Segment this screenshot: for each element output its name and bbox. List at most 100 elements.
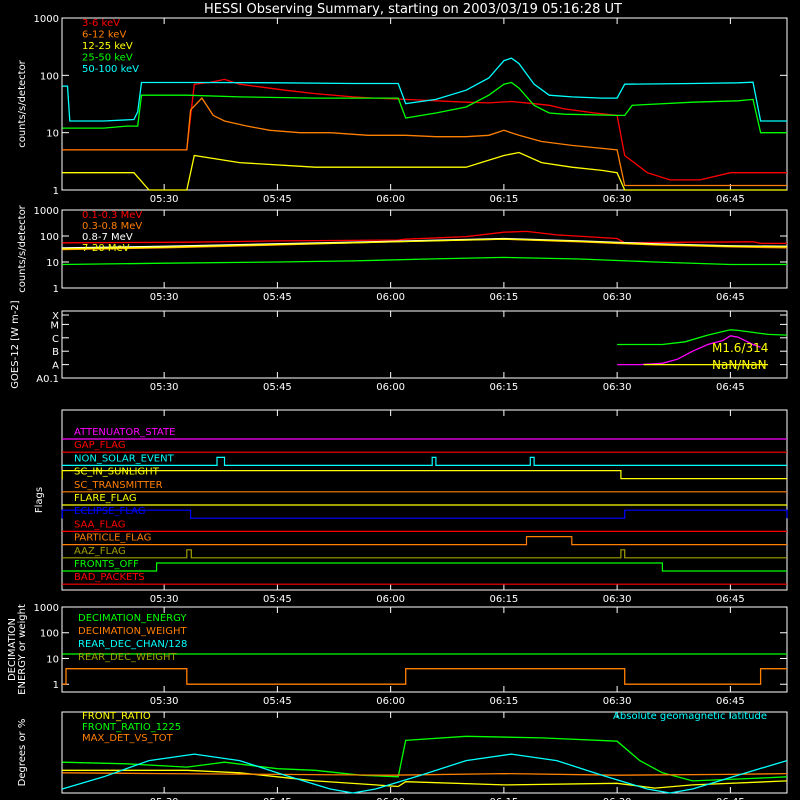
x-tick-label-4-1: 05:45 bbox=[263, 696, 292, 707]
y-axis-label-2: GOES-12 [W m-2] bbox=[10, 300, 21, 388]
x-tick-label-3-5: 06:45 bbox=[716, 594, 745, 605]
y-axis-label-0: counts/s/detector bbox=[17, 59, 28, 147]
x-tick-label-0-2: 06:00 bbox=[376, 194, 405, 205]
series-line-1-0 bbox=[62, 230, 787, 245]
y-axis-label-3: Flags bbox=[34, 487, 45, 513]
x-tick-label-4-0: 05:30 bbox=[150, 696, 179, 707]
x-tick-label-4-3: 06:15 bbox=[489, 696, 518, 707]
series-line-5-1 bbox=[62, 735, 788, 782]
series-line-0-0 bbox=[62, 78, 787, 181]
x-tick-label-4-5: 06:45 bbox=[716, 696, 745, 707]
x-tick-label-1-5: 06:45 bbox=[716, 292, 745, 303]
flag-label-8: PARTICLE_FLAG bbox=[74, 533, 151, 544]
x-tick-label-5-2: 06:00 bbox=[376, 797, 405, 800]
x-tick-label-5-0: 05:30 bbox=[150, 797, 179, 800]
x-tick-label-2-5: 06:45 bbox=[716, 382, 745, 393]
legend-entry-0-1: 6-12 keV bbox=[82, 30, 126, 41]
y-tick-label-1-3: 1000 bbox=[34, 206, 59, 217]
x-tick-label-2-1: 05:45 bbox=[263, 382, 292, 393]
x-tick-label-3-0: 05:30 bbox=[150, 594, 179, 605]
panel-frame-2 bbox=[61, 310, 788, 379]
y-axis-label-4-1: ENERGY or weight bbox=[17, 604, 28, 695]
flag-label-2: NON_SOLAR_EVENT bbox=[74, 453, 175, 464]
series-line-1-4 bbox=[62, 256, 787, 266]
y-tick-label-2-3: C bbox=[52, 334, 59, 345]
x-tick-label-5-4: 06:30 bbox=[603, 797, 632, 800]
x-tick-label-3-4: 06:30 bbox=[603, 594, 632, 605]
legend-entry-0-2: 12-25 keV bbox=[82, 41, 133, 52]
flag-label-11: BAD_PACKETS bbox=[74, 572, 145, 583]
y-tick-label-4-3: 1000 bbox=[34, 603, 59, 614]
y-axis-label-4-0: DECIMATION bbox=[7, 618, 18, 681]
x-tick-label-1-4: 06:30 bbox=[603, 292, 632, 303]
x-tick-label-5-5: 06:45 bbox=[716, 797, 745, 800]
flag-label-5: FLARE_FLAG bbox=[74, 493, 137, 504]
legend-entry-4-2: REAR_DEC_CHAN/128 bbox=[78, 639, 187, 650]
series-line-1-3 bbox=[62, 238, 788, 250]
y-tick-label-1-0: 1 bbox=[53, 284, 59, 295]
flag-line-3 bbox=[61, 470, 787, 480]
geomagnetic-latitude-label: Absolute geomagnetic latitude bbox=[613, 711, 767, 722]
legend-entry-1-2: 0.8-7 MeV bbox=[82, 232, 133, 243]
y-tick-label-2-1: A bbox=[52, 361, 59, 372]
flag-label-7: SAA_FLAG bbox=[74, 519, 125, 530]
panel-frame-5 bbox=[61, 711, 788, 794]
legend-entry-5-0: FRONT_RATIO bbox=[82, 711, 151, 722]
series-line-0-1 bbox=[62, 97, 787, 187]
y-tick-label-1-2: 100 bbox=[40, 232, 59, 243]
x-tick-label-4-4: 06:30 bbox=[603, 696, 632, 707]
flag-line-2 bbox=[62, 456, 787, 466]
flag-line-8 bbox=[62, 536, 787, 546]
panel-frame-4 bbox=[61, 606, 788, 693]
x-tick-label-2-3: 06:15 bbox=[489, 382, 518, 393]
x-tick-label-4-2: 06:00 bbox=[376, 696, 405, 707]
legend-entry-4-1: DECIMATION_WEIGHT bbox=[78, 626, 187, 637]
y-tick-label-1-1: 10 bbox=[46, 258, 59, 269]
y-tick-label-0-2: 100 bbox=[40, 71, 59, 82]
y-tick-label-0-0: 1 bbox=[53, 186, 59, 197]
series-line-4-1 bbox=[62, 668, 787, 685]
x-tick-label-3-2: 06:00 bbox=[376, 594, 405, 605]
flag-label-9: AAZ_FLAG bbox=[74, 546, 126, 557]
chart-title: HESSI Observing Summary, starting on 200… bbox=[204, 2, 622, 17]
flag-line-10 bbox=[62, 562, 787, 572]
panel-frame-3 bbox=[61, 409, 788, 591]
series-line-0-4 bbox=[62, 57, 787, 122]
y-tick-label-2-4: M bbox=[50, 320, 59, 331]
x-tick-label-1-1: 05:45 bbox=[263, 292, 292, 303]
x-tick-label-5-1: 05:45 bbox=[263, 797, 292, 800]
legend-entry-0-3: 25-50 keV bbox=[82, 53, 133, 64]
y-tick-label-4-2: 100 bbox=[40, 629, 59, 640]
flag-label-1: GAP_FLAG bbox=[74, 440, 126, 451]
series-line-5-3 bbox=[62, 753, 788, 794]
y-tick-label-0-1: 10 bbox=[46, 129, 59, 140]
legend-entry-1-1: 0.3-0.8 MeV bbox=[82, 221, 142, 232]
goes-annotation-peak: M1.6/314 bbox=[712, 341, 768, 355]
series-line-5-0 bbox=[62, 769, 788, 789]
legend-entry-5-1: FRONT_RATIO_1225 bbox=[82, 722, 181, 733]
x-tick-label-2-4: 06:30 bbox=[603, 382, 632, 393]
legend-entry-5-2: MAX_DET_VS_TOT bbox=[82, 733, 174, 744]
y-axis-label-1: counts/s/detector bbox=[17, 204, 28, 292]
flag-label-0: ATTENUATOR_STATE bbox=[74, 427, 175, 438]
series-line-0-3 bbox=[62, 81, 787, 134]
legend-entry-1-0: 0.1-0.3 MeV bbox=[82, 210, 142, 221]
x-tick-label-1-2: 06:00 bbox=[376, 292, 405, 303]
series-line-5-2 bbox=[62, 772, 788, 776]
y-tick-label-0-3: 1000 bbox=[34, 14, 59, 25]
x-tick-label-2-2: 06:00 bbox=[376, 382, 405, 393]
x-tick-label-0-0: 05:30 bbox=[150, 194, 179, 205]
x-tick-label-0-3: 06:15 bbox=[489, 194, 518, 205]
flag-label-10: FRONTS_OFF bbox=[74, 559, 139, 570]
x-tick-label-3-1: 05:45 bbox=[263, 594, 292, 605]
y-tick-label-2-5: X bbox=[52, 311, 59, 322]
panel-frame-1 bbox=[61, 209, 788, 289]
x-tick-label-0-4: 06:30 bbox=[603, 194, 632, 205]
series-line-2-1 bbox=[617, 335, 761, 366]
goes-annotation-nan: NaN/NaN bbox=[712, 358, 767, 372]
legend-entry-4-3: REAR_DEC_WEIGHT bbox=[78, 652, 177, 663]
series-line-0-2 bbox=[62, 151, 787, 191]
flag-line-9 bbox=[62, 549, 787, 559]
